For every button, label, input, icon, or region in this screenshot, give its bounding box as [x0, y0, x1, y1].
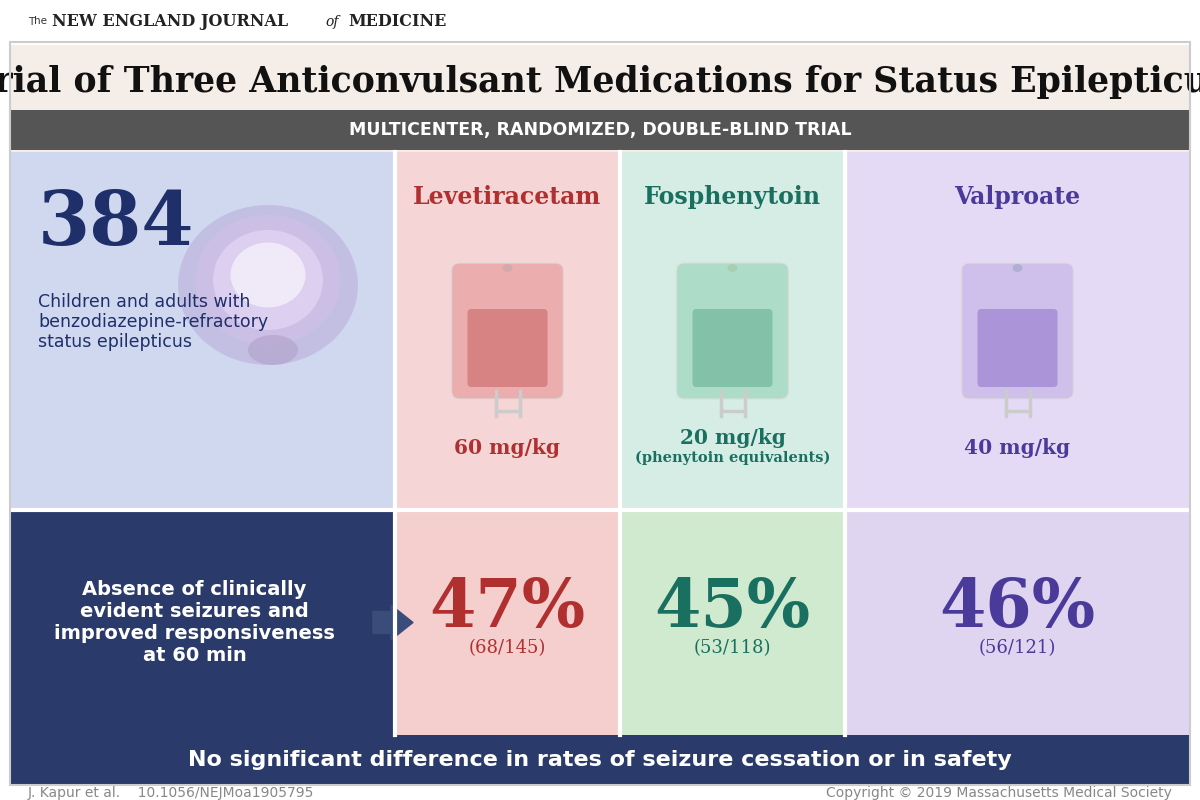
Text: Levetiracetam: Levetiracetam — [413, 185, 601, 209]
Text: No significant difference in rates of seizure cessation or in safety: No significant difference in rates of se… — [188, 750, 1012, 770]
FancyBboxPatch shape — [10, 152, 395, 510]
Ellipse shape — [248, 335, 298, 365]
Text: Copyright © 2019 Massachusetts Medical Society: Copyright © 2019 Massachusetts Medical S… — [826, 786, 1172, 800]
FancyBboxPatch shape — [620, 152, 845, 510]
Text: 384: 384 — [38, 189, 194, 262]
FancyBboxPatch shape — [10, 110, 1190, 150]
Text: (53/118): (53/118) — [694, 639, 772, 658]
FancyArrow shape — [373, 605, 413, 640]
Text: 60 mg/kg: 60 mg/kg — [455, 438, 560, 458]
Text: J. Kapur et al.    10.1056/NEJMoa1905795: J. Kapur et al. 10.1056/NEJMoa1905795 — [28, 786, 314, 800]
Text: (phenytoin equivalents): (phenytoin equivalents) — [635, 451, 830, 465]
FancyBboxPatch shape — [10, 510, 395, 735]
FancyBboxPatch shape — [692, 309, 773, 387]
Text: improved responsiveness: improved responsiveness — [54, 624, 335, 643]
Ellipse shape — [503, 264, 512, 272]
Text: 45%: 45% — [654, 576, 810, 641]
FancyBboxPatch shape — [961, 263, 1074, 399]
Text: 46%: 46% — [940, 576, 1096, 641]
FancyBboxPatch shape — [395, 152, 620, 510]
Text: MEDICINE: MEDICINE — [348, 14, 446, 30]
Text: evident seizures and: evident seizures and — [80, 602, 308, 621]
Ellipse shape — [1013, 264, 1022, 272]
FancyBboxPatch shape — [10, 735, 1190, 785]
Text: he: he — [34, 16, 47, 26]
FancyBboxPatch shape — [451, 263, 564, 399]
Text: 20 mg/kg: 20 mg/kg — [679, 428, 786, 448]
FancyBboxPatch shape — [978, 309, 1057, 387]
Text: Valproate: Valproate — [954, 185, 1080, 209]
Text: benzodiazepine-refractory: benzodiazepine-refractory — [38, 313, 268, 331]
Text: NEW ENGLAND JOURNAL: NEW ENGLAND JOURNAL — [52, 14, 288, 30]
FancyBboxPatch shape — [468, 309, 547, 387]
Text: at 60 min: at 60 min — [143, 646, 246, 665]
Ellipse shape — [196, 215, 341, 345]
FancyBboxPatch shape — [620, 510, 845, 735]
FancyBboxPatch shape — [845, 152, 1190, 510]
Text: Absence of clinically: Absence of clinically — [83, 580, 307, 599]
Ellipse shape — [727, 264, 738, 272]
Ellipse shape — [178, 205, 358, 365]
Text: T: T — [28, 17, 35, 27]
Text: Trial of Three Anticonvulsant Medications for Status Epilepticus: Trial of Three Anticonvulsant Medication… — [0, 65, 1200, 99]
Text: of: of — [325, 15, 338, 29]
FancyBboxPatch shape — [845, 510, 1190, 735]
FancyBboxPatch shape — [395, 510, 620, 735]
Text: status epilepticus: status epilepticus — [38, 333, 192, 351]
Text: Fosphenytoin: Fosphenytoin — [644, 185, 821, 209]
Ellipse shape — [214, 230, 323, 330]
FancyBboxPatch shape — [0, 0, 1200, 45]
Text: Children and adults with: Children and adults with — [38, 293, 251, 311]
FancyBboxPatch shape — [10, 45, 1190, 740]
Text: (56/121): (56/121) — [979, 639, 1056, 658]
FancyBboxPatch shape — [677, 263, 788, 399]
Text: (68/145): (68/145) — [469, 639, 546, 658]
Text: 40 mg/kg: 40 mg/kg — [965, 438, 1070, 458]
Ellipse shape — [230, 242, 306, 307]
Text: 47%: 47% — [430, 576, 586, 641]
Text: MULTICENTER, RANDOMIZED, DOUBLE-BLIND TRIAL: MULTICENTER, RANDOMIZED, DOUBLE-BLIND TR… — [349, 121, 851, 139]
